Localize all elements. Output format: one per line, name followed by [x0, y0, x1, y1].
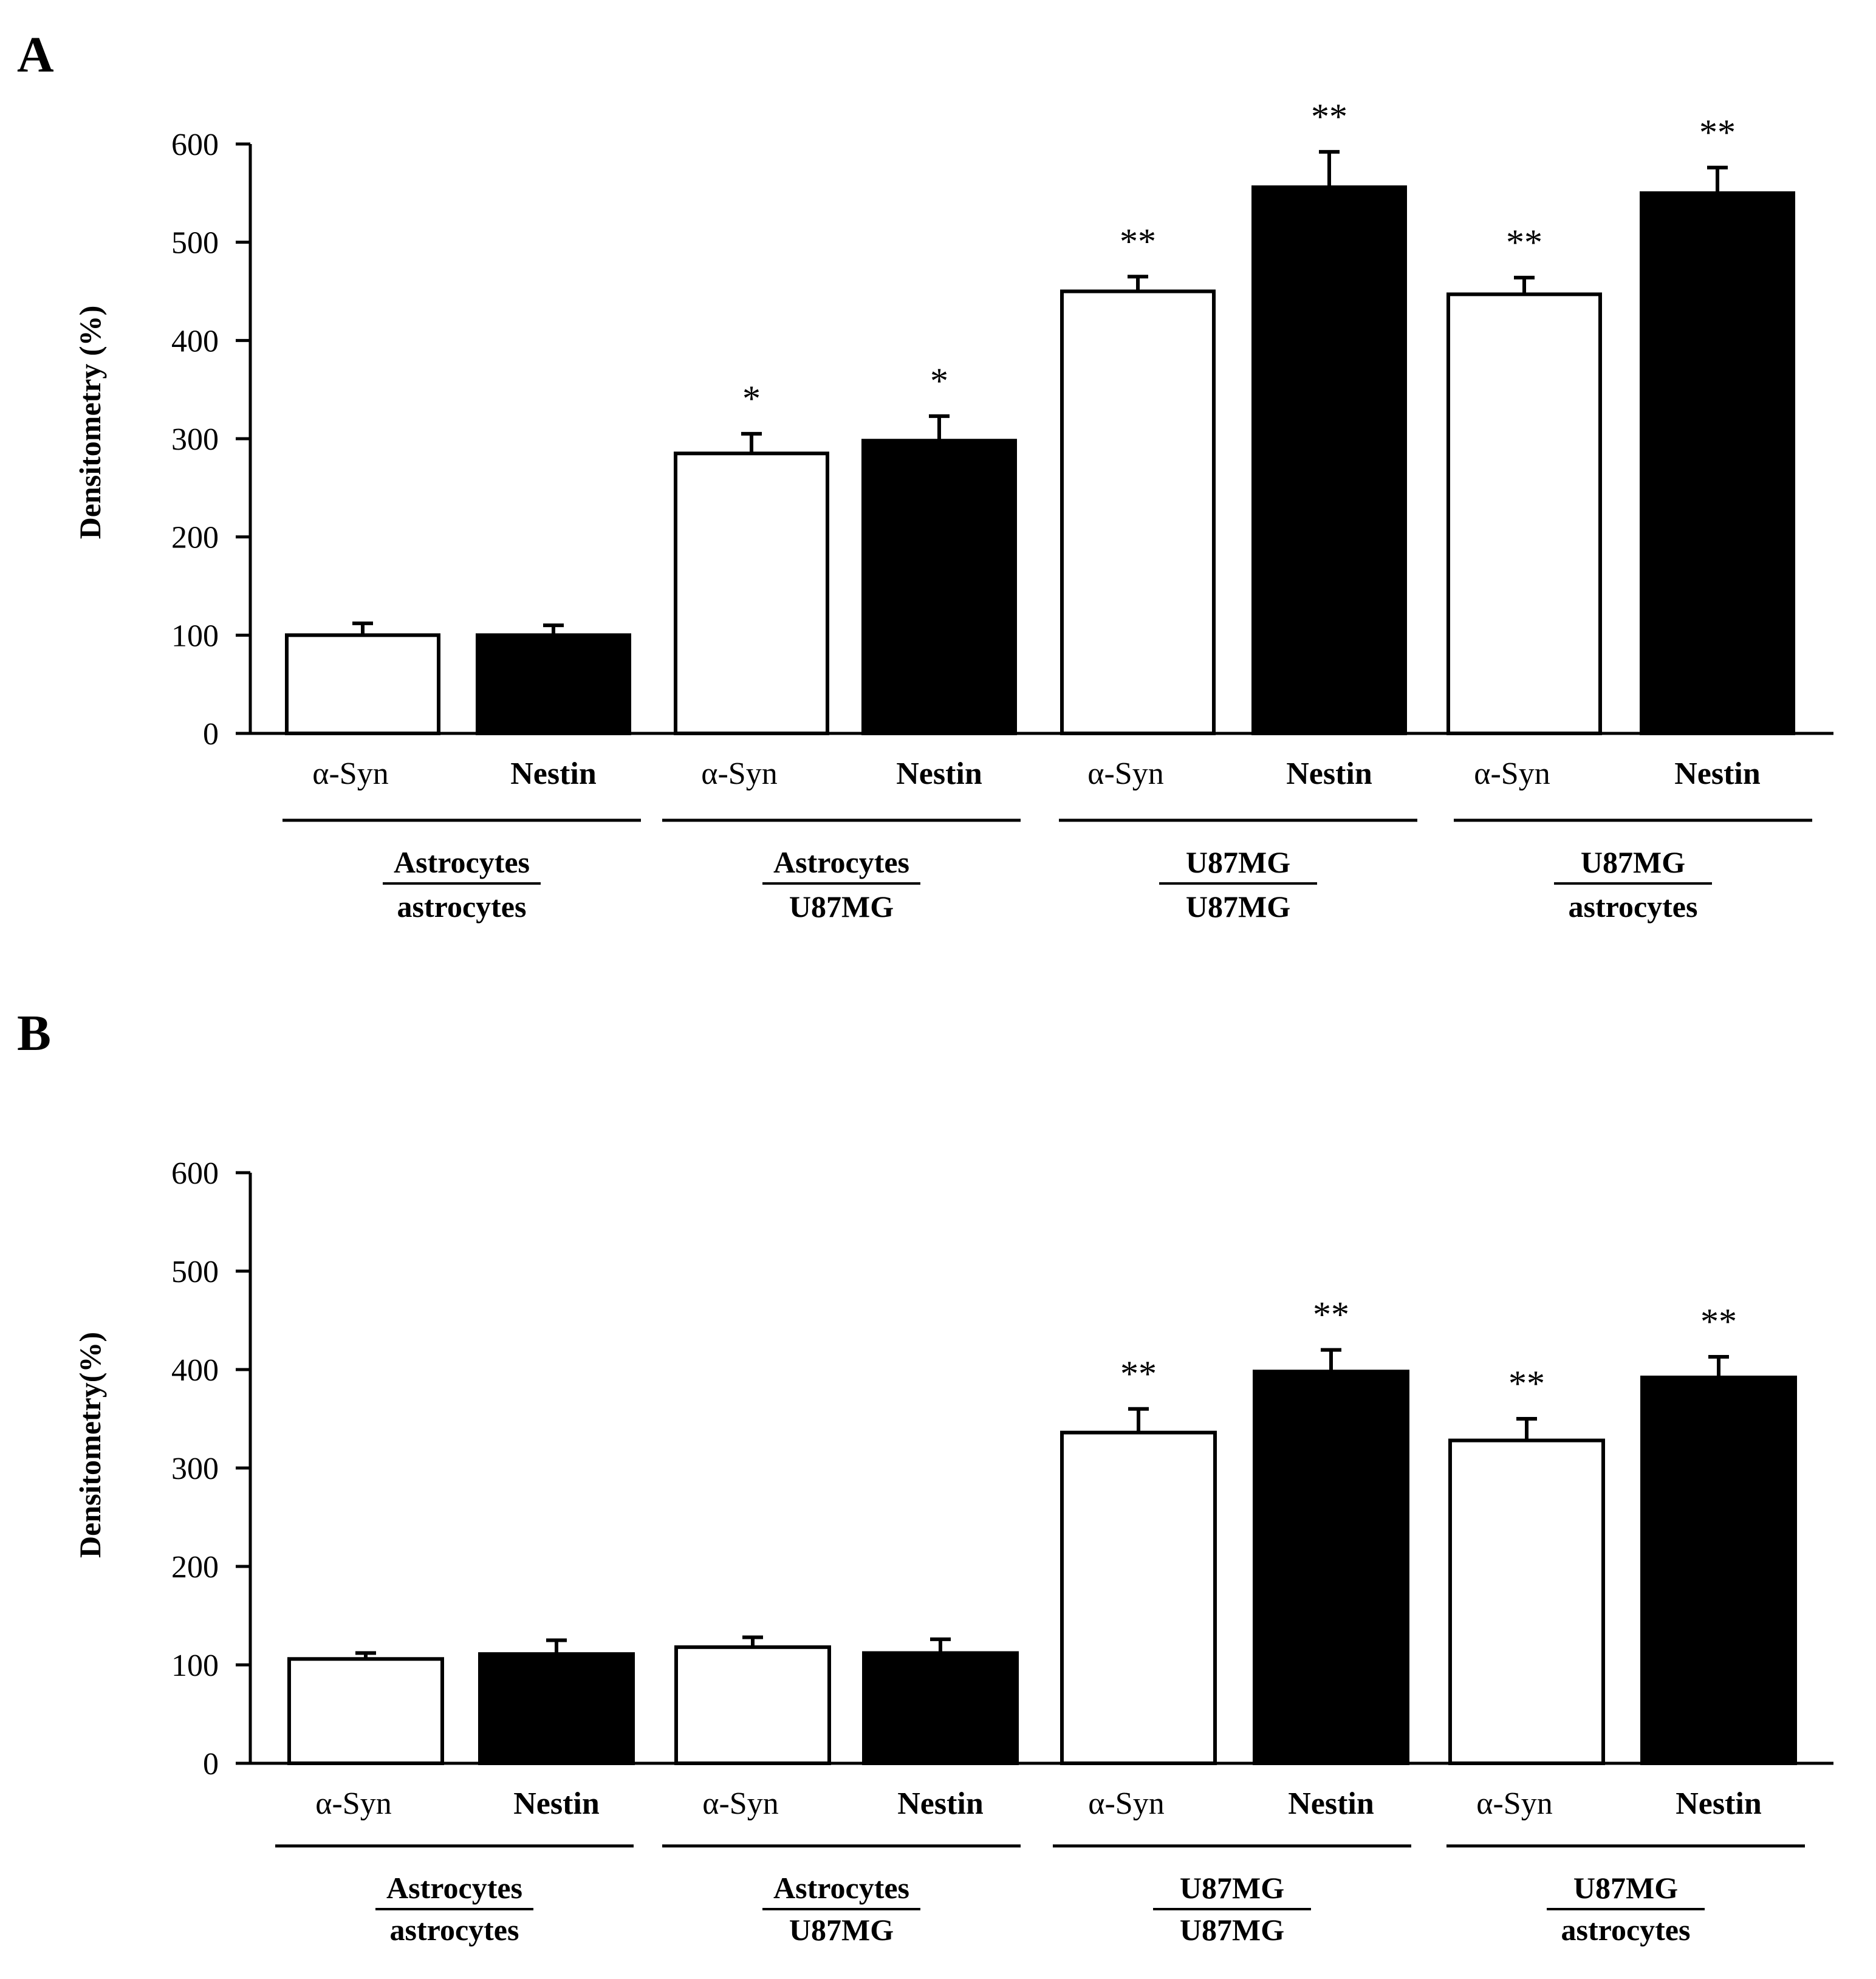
panel-b-bar-alpha-syn: [1448, 1438, 1605, 1765]
panel-b-significance-mark: **: [1313, 1295, 1349, 1335]
panel-b: B Densitometry(%) 0 100 200 300 400 500 600 α-S…: [17, 1005, 1833, 1947]
panel-a-significance-mark: **: [1699, 112, 1736, 153]
panel-a-group-label-bottom: U87MG: [789, 890, 894, 924]
panel-a-y-tick-label: 0: [203, 717, 219, 752]
panel-a-group-label-bottom: astrocytes: [397, 890, 527, 924]
panel-a-group-label-bottom: U87MG: [1186, 890, 1290, 924]
panel-b-bar-label: Nestin: [897, 1786, 984, 1821]
panel-b-plot: 0 100 200 300 400 500 600 α-Syn Nestin Astrocytes…: [171, 1156, 1833, 1947]
panel-a-bar-label: Nestin: [510, 756, 597, 791]
panel-a-significance-mark: *: [742, 379, 761, 419]
panel-a-significance-mark: **: [1311, 97, 1347, 137]
panel-b-y-axis-label: Densitometry(%): [73, 1332, 107, 1558]
panel-a-group-label-top: U87MG: [1186, 845, 1290, 879]
panel-b-group-label-top: U87MG: [1573, 1871, 1678, 1905]
panel-a: A Densitometry (%) 0 100 200 300 400 500 600 α-…: [17, 27, 1833, 924]
panel-a-bar-nestin: [1640, 191, 1795, 736]
panel-a-significance-mark: *: [930, 361, 948, 401]
panel-b-y-tick-label: 100: [171, 1648, 219, 1683]
panel-a-group-label-top: Astrocytes: [773, 845, 909, 879]
panel-b-letter: B: [17, 1005, 51, 1062]
panel-a-group-label-bottom: astrocytes: [1569, 890, 1698, 924]
panel-b-bar-label: α-Syn: [1476, 1786, 1552, 1821]
panel-b-bar-nestin: [1253, 1370, 1409, 1765]
panel-b-group-label-bottom: astrocytes: [1561, 1913, 1691, 1947]
panel-b-group-label-bottom: astrocytes: [390, 1913, 519, 1947]
panel-a-y-tick-label: 400: [171, 324, 219, 358]
panel-b-group-label-top: Astrocytes: [773, 1871, 909, 1905]
panel-a-y-tick-label: 500: [171, 226, 219, 261]
panel-a-bar-label: Nestin: [1674, 756, 1761, 791]
panel-a-bar-label: α-Syn: [1474, 756, 1550, 791]
panel-b-bar-label: α-Syn: [702, 1786, 778, 1821]
panel-a-y-axis-label: Densitometry (%): [73, 306, 107, 540]
panel-b-bar-nestin: [478, 1652, 635, 1765]
panel-a-bar-nestin: [476, 633, 631, 736]
panel-a-letter: A: [17, 27, 54, 83]
panel-a-group-label-top: U87MG: [1581, 845, 1685, 879]
panel-a-bar-alpha-syn: [1060, 289, 1216, 735]
panel-b-bar-alpha-syn: [1060, 1430, 1217, 1765]
panel-a-y-tick-label: 200: [171, 521, 219, 555]
panel-a-bar-alpha-syn: [285, 633, 440, 736]
panel-b-y-tick-label: 600: [171, 1156, 219, 1191]
panel-b-group-label-bottom: U87MG: [1180, 1913, 1284, 1947]
panel-b-significance-mark: **: [1700, 1302, 1737, 1342]
panel-b-y-tick-label: 200: [171, 1550, 219, 1585]
panel-a-significance-mark: **: [1120, 221, 1156, 261]
panel-b-bar-alpha-syn: [674, 1645, 831, 1766]
panel-b-bar-label: α-Syn: [1088, 1786, 1164, 1821]
panel-b-bar-label: Nestin: [1288, 1786, 1374, 1821]
panel-a-bar-alpha-syn: [1446, 292, 1602, 736]
panel-b-bar-nestin: [862, 1651, 1019, 1766]
panel-a-y-tick-label: 300: [171, 422, 219, 457]
panel-a-bar-label: α-Syn: [312, 756, 388, 791]
panel-b-y-tick-label: 300: [171, 1452, 219, 1486]
panel-b-group-label-bottom: U87MG: [789, 1913, 894, 1947]
panel-a-bar-nestin: [861, 439, 1017, 735]
panel-b-significance-mark: **: [1120, 1354, 1157, 1394]
panel-a-bar-nestin: [1251, 185, 1407, 735]
panel-a-plot: 0 100 200 300 400 500 600 α-Syn Nestin Astrocytes…: [171, 97, 1833, 924]
panel-b-significance-mark: **: [1508, 1363, 1545, 1404]
panel-a-bar-label: Nestin: [1286, 756, 1372, 791]
panel-b-bar-label: Nestin: [1676, 1786, 1762, 1821]
panel-b-bar-alpha-syn: [287, 1657, 444, 1766]
panel-a-bar-label: Nestin: [896, 756, 982, 791]
panel-b-y-tick-label: 400: [171, 1353, 219, 1388]
panel-b-bar-label: Nestin: [513, 1786, 600, 1821]
panel-a-y-tick-label: 100: [171, 619, 219, 653]
panel-a-bar-alpha-syn: [674, 451, 829, 735]
panel-b-group-label-top: Astrocytes: [386, 1871, 522, 1905]
panel-a-significance-mark: **: [1506, 222, 1542, 262]
panel-b-y-tick-label: 0: [203, 1747, 219, 1782]
panel-a-bar-label: α-Syn: [701, 756, 777, 791]
panel-b-bar-label: α-Syn: [315, 1786, 391, 1821]
panel-a-group-label-top: Astrocytes: [394, 845, 530, 879]
panel-b-y-tick-label: 500: [171, 1255, 219, 1289]
panel-a-bar-label: α-Syn: [1087, 756, 1163, 791]
panel-a-y-tick-label: 600: [171, 128, 219, 162]
panel-b-group-label-top: U87MG: [1180, 1871, 1284, 1905]
panel-b-bar-nestin: [1640, 1375, 1797, 1765]
